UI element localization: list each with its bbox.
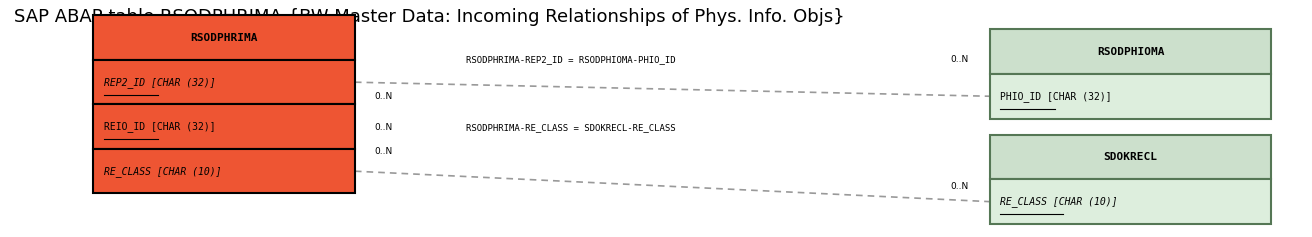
Text: RE_CLASS [CHAR (10)]: RE_CLASS [CHAR (10)] (1000, 196, 1118, 207)
FancyBboxPatch shape (989, 135, 1271, 179)
Text: 0..N: 0..N (951, 55, 968, 64)
Text: RSODPHIOMA: RSODPHIOMA (1097, 47, 1164, 57)
Text: RSODPHRIMA-REP2_ID = RSODPHIOMA-PHIO_ID: RSODPHRIMA-REP2_ID = RSODPHIOMA-PHIO_ID (466, 55, 676, 64)
Text: REIO_ID [CHAR (32)]: REIO_ID [CHAR (32)] (104, 121, 215, 132)
FancyBboxPatch shape (989, 29, 1271, 74)
Text: SAP ABAP table RSODPHRIMA {BW Master Data: Incoming Relationships of Phys. Info.: SAP ABAP table RSODPHRIMA {BW Master Dat… (14, 9, 845, 26)
Text: RSODPHRIMA-RE_CLASS = SDOKRECL-RE_CLASS: RSODPHRIMA-RE_CLASS = SDOKRECL-RE_CLASS (466, 123, 676, 132)
FancyBboxPatch shape (93, 60, 354, 105)
Text: 0..N: 0..N (374, 123, 392, 132)
FancyBboxPatch shape (93, 105, 354, 149)
FancyBboxPatch shape (93, 149, 354, 193)
Text: REP2_ID [CHAR (32)]: REP2_ID [CHAR (32)] (104, 77, 215, 88)
Text: PHIO_ID [CHAR (32)]: PHIO_ID [CHAR (32)] (1000, 91, 1113, 102)
Text: RSODPHRIMA: RSODPHRIMA (190, 33, 257, 43)
FancyBboxPatch shape (989, 74, 1271, 118)
Text: 0..N: 0..N (374, 147, 392, 156)
Text: 0..N: 0..N (951, 182, 968, 191)
FancyBboxPatch shape (93, 15, 354, 60)
Text: RE_CLASS [CHAR (10)]: RE_CLASS [CHAR (10)] (104, 166, 220, 177)
Text: SDOKRECL: SDOKRECL (1103, 152, 1157, 162)
Text: 0..N: 0..N (374, 92, 392, 101)
FancyBboxPatch shape (989, 179, 1271, 224)
